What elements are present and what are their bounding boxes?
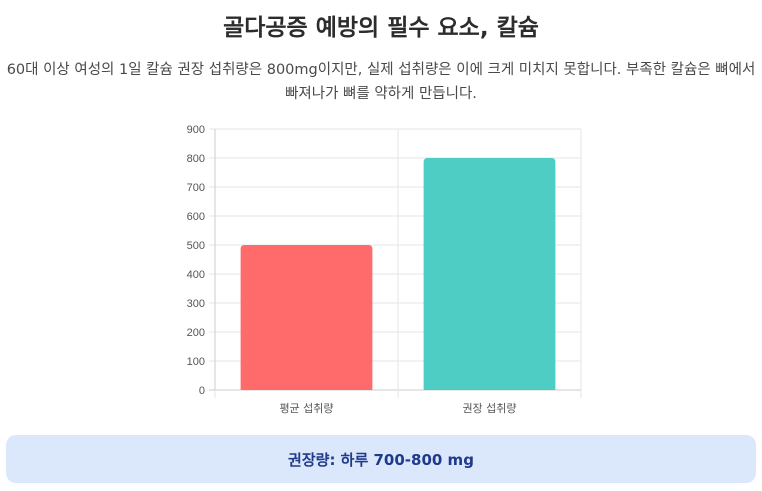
y-tick-label: 300 [187,298,205,310]
y-tick-label: 100 [187,356,205,368]
calcium-bar-chart: 0 100 200 300 400 500 600 700 800 900 평균 섭취량 권장 섭취량 [187,124,582,415]
y-tick-label: 700 [187,182,205,194]
y-tick-label: 400 [187,269,205,281]
recommendation-text: 권장량: 하루 700-800 mg [288,450,474,469]
page-title: 골다공증 예방의 필수 요소, 칼슘 [223,15,539,41]
y-tick-label: 200 [187,327,205,339]
x-category-label: 권장 섭취량 [462,402,516,415]
chart-bars [240,158,556,390]
y-tick-label: 600 [187,211,205,223]
bar-average-intake [240,245,373,390]
y-tick-label: 800 [187,153,205,165]
y-tick-label: 0 [199,385,205,397]
y-tick-label: 900 [187,124,205,136]
x-category-label: 평균 섭취량 [279,402,333,415]
chart-labels: 0 100 200 300 400 500 600 700 800 900 평균 섭취량 권장 섭취량 [187,124,517,415]
page-description: 60대 이상 여성의 1일 칼슘 권장 섭취량은 800mg이지만, 실제 섭취… [6,62,756,102]
y-tick-label: 500 [187,240,205,252]
recommendation-box: 권장량: 하루 700-800 mg [6,435,756,483]
bar-recommended-intake [423,158,556,390]
